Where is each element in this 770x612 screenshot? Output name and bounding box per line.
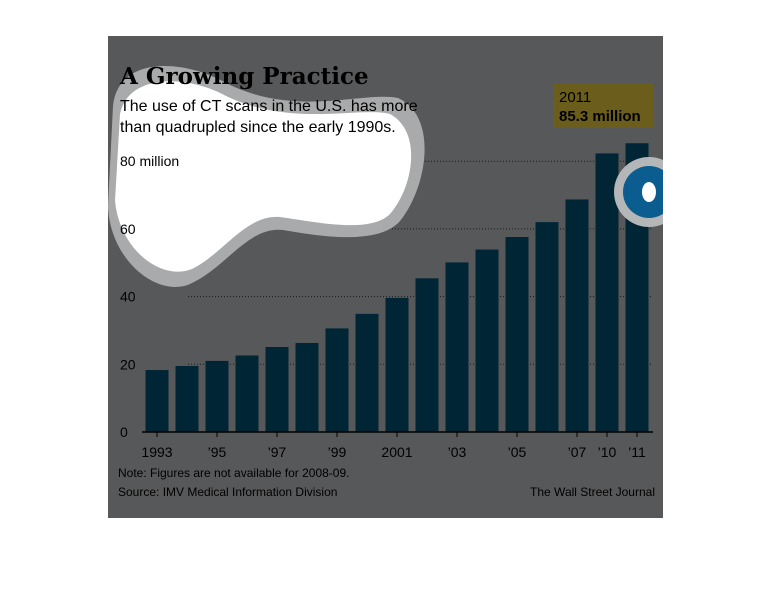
chart-subtitle-line-1: The use of CT scans in the U.S. has more <box>120 98 418 115</box>
y-tick-label-20: 20 <box>120 356 136 372</box>
callout-box <box>553 83 653 128</box>
bar-1996 <box>235 355 259 432</box>
x-tick-label-2007: ’07 <box>568 444 587 460</box>
chart-panel: 1993 ’95 ’97 ’99 2001 ’03 ’05 ’07 ’10 ’11 0 20 40 60… <box>108 36 663 518</box>
x-tick-label-2001: 2001 <box>381 444 412 460</box>
bar-2005 <box>505 237 529 432</box>
bar-1998 <box>295 342 319 432</box>
chart-subtitle-line-2: than quadrupled since the early 1990s. <box>120 119 396 136</box>
x-tick-label-2010: ’10 <box>598 444 617 460</box>
y-tick-label-60: 60 <box>120 221 136 237</box>
x-tick-label-2003: ’03 <box>448 444 467 460</box>
bar-1999 <box>325 328 349 432</box>
chart-title: A Growing Practice <box>119 63 369 90</box>
bar-2006 <box>535 222 559 432</box>
x-tick-label-1993: 1993 <box>141 444 172 460</box>
x-tick-label-1999: ’99 <box>328 444 347 460</box>
x-tick-labels: 1993 ’95 ’97 ’99 2001 ’03 ’05 ’07 ’10 ’11 <box>141 432 646 460</box>
y-tick-label-0: 0 <box>120 424 128 440</box>
bar-2001 <box>385 297 409 432</box>
bar-1995 <box>205 360 229 432</box>
x-tick-label-2005: ’05 <box>508 444 527 460</box>
callout-year: 2011 <box>559 89 591 106</box>
chart-credit: The Wall Street Journal <box>530 485 655 499</box>
bar-1993 <box>145 370 169 432</box>
bar-1997 <box>265 347 289 432</box>
x-tick-label-1997: ’97 <box>268 444 287 460</box>
scribble-occluder <box>115 81 412 272</box>
y-tick-label-40: 40 <box>120 289 136 305</box>
bar-2000 <box>355 313 379 432</box>
callout-value: 85.3 million <box>559 108 641 125</box>
bar-2010 <box>595 153 619 432</box>
bar-2004 <box>475 249 499 432</box>
highlight-marker-center <box>642 182 656 202</box>
x-tick-label-1995: ’95 <box>208 444 227 460</box>
y-tick-label-80: 80 million <box>120 153 179 169</box>
chart-source: Source: IMV Medical Information Division <box>118 485 337 499</box>
x-tick-label-2011: ’11 <box>628 444 646 460</box>
chart-note: Note: Figures are not available for 2008… <box>118 466 349 480</box>
bar-1994 <box>175 365 199 432</box>
bar-2007 <box>565 199 589 432</box>
bar-2003 <box>445 262 469 432</box>
chart-canvas: 1993 ’95 ’97 ’99 2001 ’03 ’05 ’07 ’10 ’11 0 20 40 60… <box>108 63 663 499</box>
y-tick-labels: 0 20 40 60 80 million <box>120 153 179 440</box>
bar-2002 <box>415 278 439 432</box>
